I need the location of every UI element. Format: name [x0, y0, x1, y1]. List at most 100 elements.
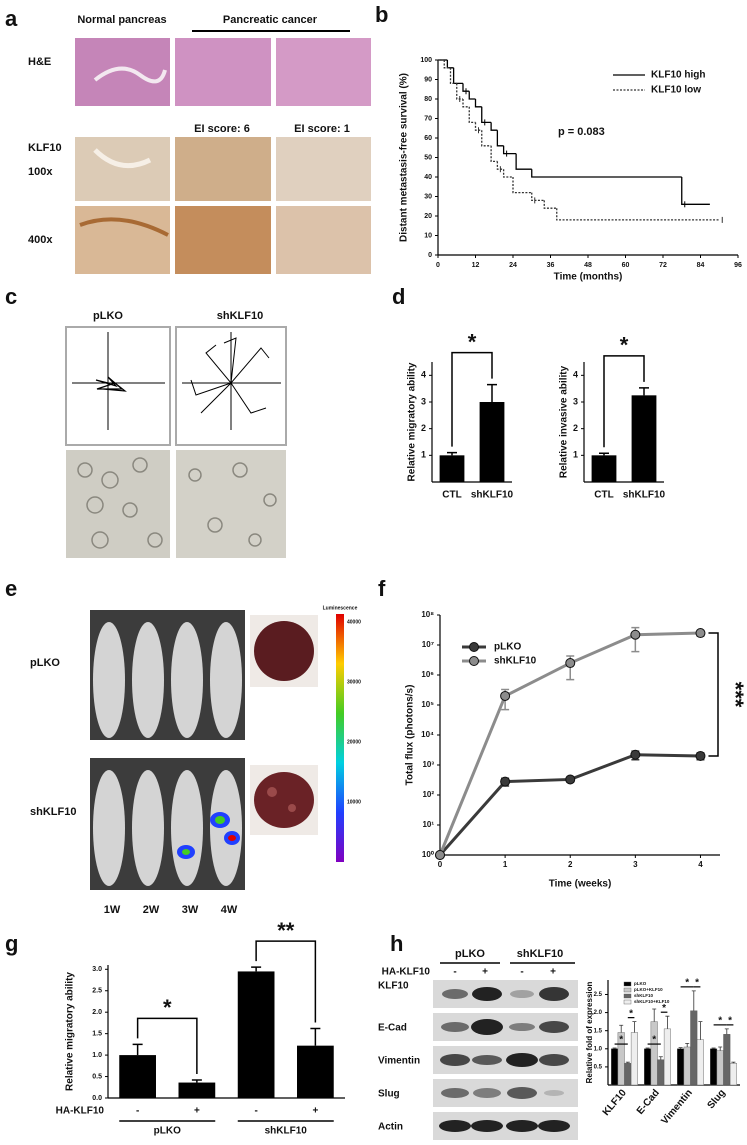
legend-label: shKLF10+KLF10	[634, 999, 670, 1004]
x-tick-label: -	[136, 1106, 139, 1117]
significance-label: *	[728, 1016, 732, 1027]
x-axis-label: Time (months)	[554, 272, 623, 283]
bar	[611, 1048, 619, 1086]
bar	[657, 1059, 665, 1086]
significance-label: *	[695, 978, 699, 989]
blot-bands	[439, 987, 570, 1132]
ihc-image	[276, 137, 371, 201]
point	[565, 658, 576, 669]
x-tick-label: KLF10	[601, 1087, 629, 1118]
ihc-image	[175, 206, 271, 274]
error-bar	[487, 383, 497, 402]
y-tick-label: 1	[573, 450, 578, 460]
row-label: shKLF10	[30, 806, 76, 818]
significance-label: ***	[723, 682, 747, 708]
he-image	[175, 38, 271, 106]
legend-swatch	[469, 642, 479, 652]
row-label: 400x	[28, 234, 53, 246]
legend-label: KLF10 high	[651, 70, 705, 81]
significance-label: *	[468, 329, 477, 354]
survival-step	[502, 145, 517, 155]
error-bar	[639, 387, 649, 396]
error-bar	[447, 451, 457, 456]
treatment-mark: -	[453, 967, 456, 978]
panel-label: e	[5, 576, 17, 601]
survival-step	[443, 60, 451, 69]
point	[435, 850, 445, 860]
bar	[716, 1050, 724, 1086]
legend-label: shKLF10	[494, 656, 537, 667]
y-tick-label: 10	[424, 232, 432, 239]
survival-step	[468, 106, 476, 124]
row-label: KLF10	[28, 142, 62, 154]
treatment-mark: -	[520, 967, 523, 978]
point	[695, 628, 706, 639]
point	[565, 774, 576, 785]
survival-step	[496, 161, 504, 170]
bar	[479, 402, 505, 482]
y-tick-label: 2.0	[92, 1009, 102, 1016]
x-tick-label: 72	[659, 262, 667, 269]
survival-step	[468, 91, 476, 100]
row-label: KLF10	[378, 981, 409, 992]
survival-step	[456, 83, 463, 100]
time-label: 2W	[143, 904, 160, 916]
row-label: pLKO	[30, 657, 60, 669]
point	[630, 749, 641, 760]
y-tick-label: 10⁸	[421, 610, 434, 619]
bar	[690, 1010, 698, 1086]
legend-swatch	[623, 993, 632, 999]
row-label: H&E	[28, 56, 51, 68]
survival-step	[462, 99, 470, 108]
series-line	[438, 753, 701, 856]
liver	[254, 772, 314, 828]
colorbar	[336, 614, 344, 862]
bar	[696, 1039, 704, 1086]
legend-label: shKLF10	[634, 993, 654, 998]
legend-label: pLKO	[494, 642, 521, 653]
survival-step	[681, 177, 710, 205]
x-tick-label: +	[194, 1106, 200, 1117]
x-tick-label: 4	[698, 860, 703, 869]
row-label: Actin	[378, 1122, 403, 1133]
group-label: pLKO	[154, 1126, 181, 1137]
error-bar	[310, 1027, 321, 1046]
bar	[439, 455, 465, 482]
legend-label: KLF10 low	[651, 85, 701, 96]
error-bar	[678, 1047, 683, 1049]
y-tick-label: 2.5	[92, 988, 102, 995]
y-tick-label: 0.0	[92, 1095, 102, 1102]
bar	[119, 1055, 156, 1098]
error-bar	[658, 1056, 663, 1060]
error-bar	[731, 1061, 736, 1064]
y-axis-label: Distant metastasis-free survival (%)	[399, 73, 410, 242]
significance-label: **	[277, 918, 295, 943]
significance-label: *	[718, 1016, 722, 1027]
y-axis-label: Relative migratory ability	[407, 362, 418, 481]
y-tick-label: 1.5	[594, 1028, 603, 1034]
panel-label: g	[5, 931, 18, 956]
x-tick-label: 48	[584, 262, 592, 269]
panel-label: a	[5, 6, 18, 31]
colorbar-title: Luminescence	[323, 605, 358, 611]
error-bar	[718, 1046, 723, 1051]
survival-step	[543, 200, 557, 209]
survival-step	[502, 169, 513, 178]
row-label: Slug	[378, 1089, 400, 1100]
column-header: pLKO	[93, 310, 123, 322]
y-tick-label: 1.0	[92, 1052, 102, 1059]
significance-bracket	[255, 940, 317, 1023]
bar	[591, 455, 617, 482]
bar	[723, 1034, 731, 1086]
bar	[683, 1046, 691, 1086]
column-header: Normal pancreas	[77, 14, 166, 26]
panel-label: b	[375, 2, 388, 27]
y-tick-label: 10³	[422, 760, 434, 769]
error-bar	[724, 1028, 729, 1035]
y-axis-label: Relative fold of expression	[585, 981, 594, 1083]
cells	[77, 457, 277, 549]
tissue-feature	[93, 148, 152, 169]
legend-swatch	[623, 987, 632, 993]
survival-step	[496, 130, 504, 147]
y-tick-label: 0.5	[594, 1064, 603, 1070]
